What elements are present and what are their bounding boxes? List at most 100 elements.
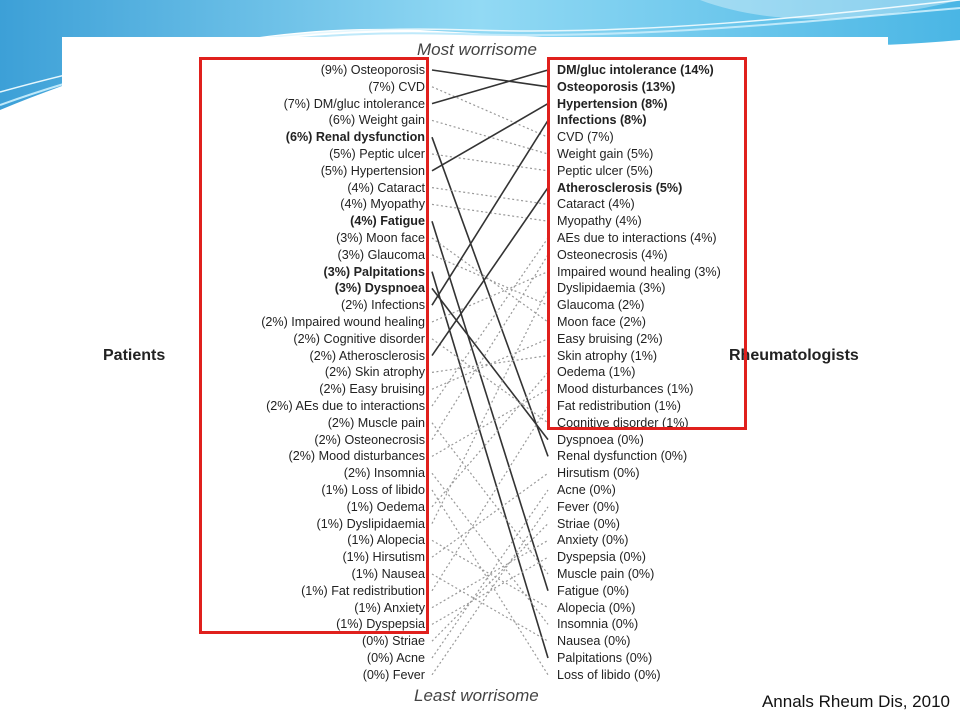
- rheumatologists-item: Fatigue (0%): [557, 583, 630, 598]
- rank-link-line: [431, 102, 549, 172]
- rank-link-line: [431, 187, 549, 205]
- rank-link-line: [431, 254, 549, 440]
- patients-item: (1%) Oedema: [346, 499, 425, 514]
- patients-item: (0%) Striae: [362, 634, 425, 649]
- patients-item: (5%) Peptic ulcer: [329, 147, 425, 161]
- rank-link-line: [431, 237, 549, 323]
- rheumatologists-item: Cataract (4%): [557, 197, 635, 212]
- patients-item: (2%) Easy bruising: [319, 382, 425, 397]
- patients-item: (5%) Hypertension: [320, 163, 425, 178]
- patients-item: (2%) Infections: [341, 298, 425, 313]
- patients-highlight-box: [199, 57, 429, 634]
- least-worrisome-heading: Least worrisome: [414, 686, 539, 705]
- patients-item: (4%) Fatigue: [350, 214, 425, 229]
- patients-item: (7%) CVD: [368, 79, 425, 94]
- patients-item: (3%) Moon face: [336, 231, 425, 245]
- rheumatologists-item: Hirsutism (0%): [557, 466, 640, 481]
- rank-link-line: [431, 388, 549, 457]
- patients-item: (1%) Alopecia: [347, 533, 425, 548]
- rheumatologists-item: Cognitive disorder (1%): [557, 415, 689, 430]
- rheumatologists-item: Muscle pain (0%): [557, 567, 655, 581]
- rank-link-line: [431, 573, 549, 642]
- citation: Annals Rheum Dis, 2010: [761, 692, 950, 711]
- rheumatologists-item: Alopecia (0%): [557, 600, 636, 615]
- rheumatologists-item: Oedema (1%): [557, 365, 636, 380]
- rheumatologists-item: Infections (8%): [557, 113, 647, 128]
- rheumatologists-item: AEs due to interactions (4%): [557, 231, 717, 245]
- patients-item: (4%) Myopathy: [340, 197, 425, 212]
- patients-item: (6%) Weight gain: [328, 113, 425, 128]
- patients-item: (1%) Loss of libido: [321, 483, 425, 497]
- rheumatologists-item: Osteonecrosis (4%): [557, 247, 668, 262]
- rank-link-line: [431, 338, 549, 390]
- rank-link-line: [431, 69, 549, 88]
- patients-item: (1%) Dyslipidaemia: [316, 516, 425, 531]
- rheumatologists-item: Moon face (2%): [557, 315, 646, 329]
- patients-item: (2%) Osteonecrosis: [314, 432, 425, 447]
- patients-item: (3%) Glaucoma: [337, 247, 426, 262]
- rank-link-line: [431, 506, 549, 676]
- rheumatologists-axis-label: Rheumatologists: [729, 347, 859, 364]
- rank-link-line: [431, 153, 549, 172]
- rank-link-line: [431, 271, 549, 323]
- rheumatologists-item: Weight gain (5%): [557, 147, 654, 161]
- patients-item: (2%) Cognitive disorder: [293, 331, 425, 346]
- patients-item: (4%) Cataract: [347, 180, 425, 195]
- rheumatologists-item: Acne (0%): [557, 483, 616, 497]
- patients-item: (3%) Dyspnoea: [334, 281, 425, 296]
- rheumatologists-item: Atherosclerosis (5%): [557, 180, 683, 195]
- patients-axis-label: Patients: [103, 347, 166, 364]
- patients-item: (1%) Nausea: [351, 567, 426, 581]
- rheumatologists-highlight-box: [547, 57, 747, 430]
- rank-link-line: [431, 86, 549, 138]
- rank-link-line: [431, 338, 549, 424]
- rheumatologists-item: Dyslipidaemia (3%): [557, 281, 666, 296]
- rank-link-line: [431, 489, 549, 659]
- rheumatologists-item: Anxiety (0%): [557, 533, 629, 548]
- most-worrisome-heading: Most worrisome: [417, 40, 537, 59]
- patients-item: (6%) Renal dysfunction: [285, 130, 425, 145]
- patients-item: (0%) Fever: [362, 667, 425, 682]
- rank-link-line: [431, 271, 549, 659]
- rank-link-line: [431, 556, 549, 625]
- patients-item: (2%) Insomnia: [343, 466, 425, 481]
- rank-link-line: [431, 372, 549, 508]
- patients-item: (1%) Dyspepsia: [336, 617, 425, 632]
- rank-link-line: [431, 472, 549, 558]
- rheumatologists-item: Fever (0%): [557, 499, 620, 514]
- patients-item: (2%) Impaired wound healing: [261, 315, 425, 329]
- rank-link-line: [431, 237, 549, 407]
- patients-item: (3%) Palpitations: [323, 264, 425, 279]
- rheumatologists-item: Insomnia (0%): [557, 617, 639, 632]
- rheumatologists-item: Fat redistribution (1%): [557, 399, 681, 413]
- rank-link-line: [431, 187, 549, 357]
- patients-item: (9%) Osteoporosis: [320, 63, 425, 77]
- rank-link-line: [431, 119, 549, 306]
- rheumatologists-item: Renal dysfunction (0%): [557, 449, 688, 464]
- rheumatologists-item: Nausea (0%): [557, 634, 631, 649]
- rheumatologists-item: Impaired wound healing (3%): [557, 264, 721, 279]
- rank-link-line: [431, 472, 549, 625]
- patients-item: (2%) Muscle pain: [327, 415, 425, 430]
- rheumatologists-item: Skin atrophy (1%): [557, 348, 658, 363]
- rank-link-line: [431, 254, 549, 306]
- patients-item: (2%) Mood disturbances: [288, 449, 426, 464]
- patients-item: (1%) Hirsutism: [342, 550, 425, 565]
- rheumatologists-item: Striae (0%): [557, 516, 620, 531]
- rheumatologists-item: Loss of libido (0%): [557, 667, 661, 682]
- patients-item: (0%) Acne: [366, 651, 425, 665]
- patients-item: (1%) Fat redistribution: [301, 583, 425, 598]
- rheumatologists-item: Mood disturbances (1%): [557, 382, 694, 397]
- rheumatologists-item: Osteoporosis (13%): [557, 79, 676, 94]
- rheumatologists-item: CVD (7%): [557, 130, 614, 145]
- rank-link-line: [431, 288, 549, 524]
- rank-link-line: [431, 69, 549, 105]
- rheumatologists-item: DM/gluc intolerance (14%): [557, 63, 714, 77]
- rank-link-line: [431, 523, 549, 642]
- patients-item: (2%) AEs due to interactions: [266, 399, 425, 413]
- patients-item: (2%) Atherosclerosis: [309, 348, 425, 363]
- rheumatologists-item: Peptic ulcer (5%): [557, 163, 653, 178]
- patients-item: (2%) Skin atrophy: [324, 365, 425, 380]
- patients-item: (1%) Anxiety: [354, 600, 425, 615]
